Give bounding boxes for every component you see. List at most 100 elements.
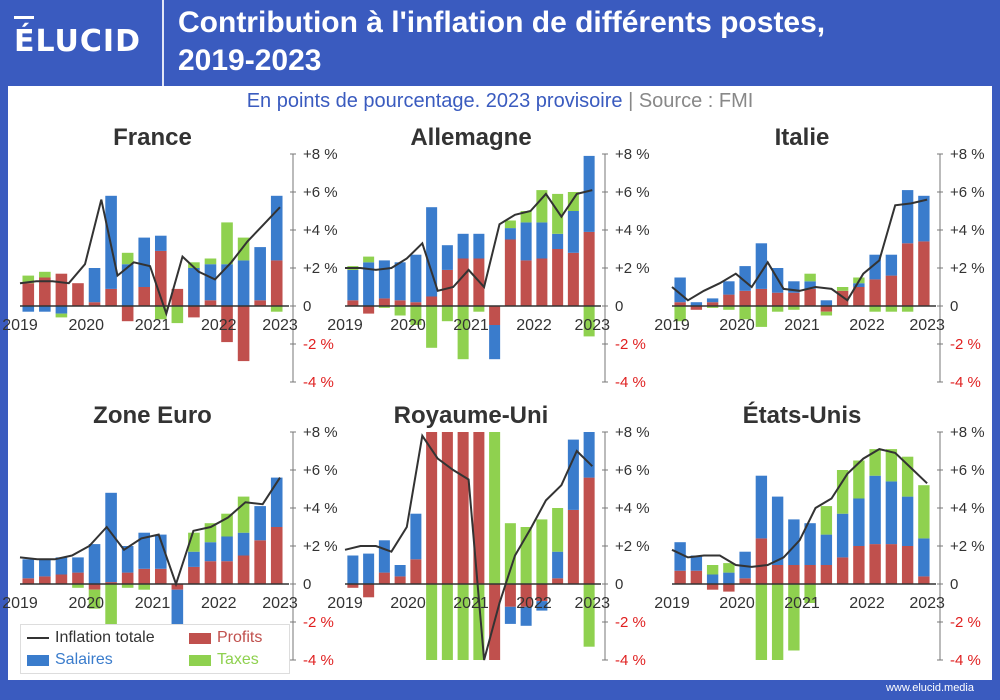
bar-allemagne-salaires	[504, 228, 516, 240]
bar-france-salaires	[188, 268, 200, 306]
bar-royaume-uni-profits	[410, 559, 422, 584]
legend: Inflation totale Profits Salaires Taxes	[20, 624, 290, 674]
bar-royaume-uni-taxes	[473, 584, 485, 660]
bar-italie-profits	[820, 306, 833, 312]
bar-italie-profits	[918, 241, 930, 306]
x-tick-label-royaume-uni: 2021	[453, 595, 489, 612]
bar-allemagne-salaires	[363, 262, 375, 306]
y-tick-label-france: +4 %	[303, 222, 338, 239]
bar-france-profits	[171, 288, 184, 306]
bar-zone-euro-salaires	[171, 589, 184, 628]
bar-france-salaires	[88, 268, 101, 303]
bar-allemagne-profits	[363, 306, 375, 314]
bar-royaume-uni-salaires	[410, 513, 422, 560]
y-tick-label-royaume-uni: +2 %	[615, 538, 650, 555]
y-tick-label-italie: 0	[950, 298, 958, 315]
legend-label-salaires: Salaires	[55, 651, 113, 668]
bar-zone-euro-salaires	[39, 559, 51, 577]
x-tick-label-france: 2019	[2, 317, 38, 334]
bar-italie-taxes	[836, 287, 849, 291]
bar--tats-unis-salaires	[885, 481, 898, 545]
bar-allemagne-taxes	[441, 306, 453, 322]
bar-italie-profits	[804, 288, 816, 306]
bar-france-profits	[204, 300, 217, 306]
legend-salaires-swatch	[27, 655, 49, 666]
bar-italie-salaires	[755, 243, 768, 289]
bar-allemagne-taxes	[378, 306, 390, 308]
y-tick-label-royaume-uni: -2 %	[615, 614, 646, 631]
x-tick-label--tats-unis: 2019	[654, 595, 690, 612]
x-tick-label-france: 2022	[201, 317, 237, 334]
x-tick-label--tats-unis: 2020	[719, 595, 755, 612]
bar-royaume-uni-profits	[426, 432, 438, 584]
bar-france-salaires	[121, 264, 134, 306]
bar-allemagne-profits	[583, 231, 595, 306]
bar-italie-profits	[690, 306, 703, 310]
bar-italie-taxes	[706, 306, 719, 308]
bar-allemagne-salaires	[536, 222, 548, 259]
bar-zone-euro-profits	[72, 572, 84, 584]
bar-zone-euro-salaires	[154, 534, 167, 569]
bar--tats-unis-taxes	[706, 565, 719, 575]
y-tick-label-allemagne: +4 %	[615, 222, 650, 239]
bar-france-profits	[221, 306, 233, 343]
bar-france-salaires	[55, 306, 68, 314]
bar--tats-unis-salaires	[739, 551, 751, 579]
bar-royaume-uni-salaires	[536, 601, 548, 611]
bar-allemagne-profits	[394, 300, 406, 306]
bar-italie-taxes	[901, 306, 914, 312]
logo-accent	[14, 16, 34, 19]
inflation-line-royaume-uni	[344, 433, 594, 661]
bar-italie-salaires	[706, 298, 719, 303]
bar--tats-unis-profits	[690, 570, 703, 584]
bar-italie-salaires	[723, 281, 735, 295]
y-tick-label-zone-euro: +2 %	[303, 538, 338, 555]
bar-france-salaires	[237, 260, 250, 306]
bar--tats-unis-profits	[674, 570, 686, 584]
y-tick-label-zone-euro: -4 %	[303, 652, 334, 669]
bar-royaume-uni-taxes	[441, 584, 453, 660]
bar--tats-unis-profits	[788, 565, 800, 584]
x-tick-label--tats-unis: 2023	[909, 595, 945, 612]
bar-zone-euro-salaires	[204, 542, 217, 562]
x-tick-label-allemagne: 2020	[390, 317, 426, 334]
footer-url: www.elucid.media	[885, 682, 974, 694]
y-tick-label-allemagne: +6 %	[615, 184, 650, 201]
bar-italie-profits	[674, 302, 686, 306]
bar-allemagne-salaires	[473, 233, 485, 259]
bar-zone-euro-profits	[270, 527, 283, 584]
bar-italie-salaires	[869, 254, 881, 280]
x-tick-label-royaume-uni: 2023	[574, 595, 610, 612]
x-tick-label-allemagne: 2019	[327, 317, 363, 334]
x-tick-label-zone-euro: 2020	[68, 595, 104, 612]
bar--tats-unis-salaires	[755, 475, 768, 539]
bar--tats-unis-taxes	[820, 506, 833, 535]
bar-zone-euro-taxes	[237, 496, 250, 533]
y-tick-label-france: +6 %	[303, 184, 338, 201]
bar-italie-taxes	[755, 306, 768, 327]
bar-allemagne-taxes	[520, 211, 532, 223]
y-tick-label-royaume-uni: 0	[615, 576, 623, 593]
y-tick-label-italie: +8 %	[950, 146, 985, 163]
bar-italie-taxes	[788, 306, 800, 310]
legend-label-profits: Profits	[217, 629, 263, 646]
bar-allemagne-profits	[426, 296, 438, 306]
bar-royaume-uni-salaires	[363, 553, 375, 584]
bar-france-profits	[188, 306, 200, 318]
bar-royaume-uni-profits	[583, 477, 595, 584]
bar-italie-profits	[869, 279, 881, 306]
bar-royaume-uni-profits	[347, 584, 359, 588]
bar-france-taxes	[55, 313, 68, 318]
bar-zone-euro-profits	[188, 566, 200, 584]
bar-france-profits	[154, 250, 167, 306]
bar-zone-euro-salaires	[55, 557, 68, 575]
bar-france-salaires	[270, 195, 283, 261]
bar-zone-euro-salaires	[72, 557, 84, 573]
y-tick-label-france: +8 %	[303, 146, 338, 163]
bar-france-profits	[254, 300, 266, 306]
panel-title-royaume-uni: Royaume-Uni	[394, 402, 549, 429]
bar-italie-profits	[788, 292, 800, 306]
bar-france-profits	[138, 287, 151, 306]
bar-france-taxes	[22, 275, 35, 284]
bar-royaume-uni-profits	[441, 432, 453, 584]
